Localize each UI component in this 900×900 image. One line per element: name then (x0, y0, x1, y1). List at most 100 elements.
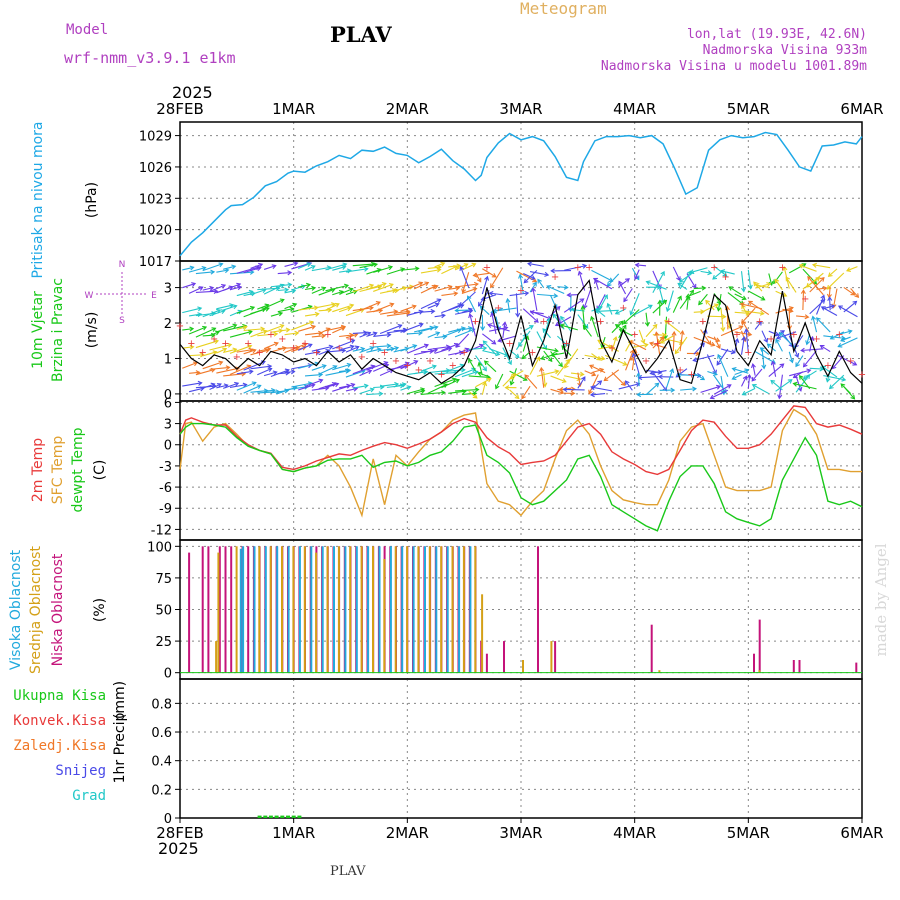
wind-arrowhead (577, 270, 583, 276)
wind-arrowhead (744, 368, 750, 374)
cloud-bar (481, 594, 484, 673)
wind-arrowhead (367, 369, 373, 375)
wind-arrow (629, 340, 647, 351)
wind-arrowhead (429, 348, 435, 354)
wind-arrow (420, 326, 438, 332)
wind-arrow (611, 336, 617, 352)
wind-arrowhead (563, 284, 569, 290)
wind-arrowhead (841, 376, 847, 382)
wind-arrowhead (741, 336, 747, 342)
wind-arrow (229, 310, 242, 317)
station-title: PLAV (330, 22, 392, 47)
wind-arrowhead (306, 262, 312, 268)
wind-arrowhead (579, 298, 585, 303)
wind-arrowhead (660, 339, 666, 344)
wind-arrow (799, 264, 817, 272)
wind-arrowhead (275, 285, 281, 291)
wind-arrow (509, 292, 529, 297)
wind-arrow (304, 351, 320, 355)
gust-marker: + (812, 334, 820, 345)
wind-arrowhead (344, 283, 350, 289)
wind-arrow (441, 379, 460, 389)
wind-arrow (560, 324, 578, 331)
gust-marker: + (699, 316, 707, 327)
wind-arrowhead (433, 284, 439, 290)
wind-arrow (707, 315, 726, 318)
wind-arrow (257, 348, 271, 352)
wind-arrowhead (570, 390, 576, 396)
wind-arrowhead (420, 389, 426, 394)
wind-arrow (454, 348, 469, 355)
gust-marker: + (437, 370, 445, 381)
wind-arrowhead (478, 301, 483, 307)
wind-arrowhead (466, 295, 472, 301)
wind-arrow (832, 288, 838, 308)
wind-arrow (400, 285, 414, 290)
gust-marker: + (176, 321, 184, 332)
wind-arrowhead (418, 322, 424, 328)
wind-arrow (812, 316, 818, 333)
wind-arrowhead (629, 310, 635, 316)
wind-arrow (850, 288, 859, 298)
wind-arrowhead (716, 384, 722, 390)
wind-arrow (434, 335, 447, 339)
cloud-bar (337, 546, 340, 673)
wind-arrow (823, 305, 835, 310)
wind-arrowhead (191, 282, 197, 287)
wind-arrowhead (260, 326, 266, 332)
temperature-panel: -12 -9 -6 -3 0 3 6 (151, 396, 863, 541)
precip-bar (297, 815, 302, 818)
wind-arrow (563, 388, 585, 391)
cloud-bar (281, 546, 283, 673)
wind-arrowhead (622, 361, 628, 366)
wind-arrowhead (625, 278, 630, 283)
wind-arrowhead (442, 383, 448, 388)
wind-arrow (829, 374, 845, 389)
wind-arrowhead (657, 299, 663, 305)
wind-unit: (m/s) (84, 312, 100, 349)
wind-arrow (359, 388, 374, 395)
wind-arrow (277, 329, 290, 332)
wind-arrow (540, 367, 545, 388)
wind-arrow (838, 305, 858, 318)
wind-arrow (332, 290, 344, 296)
wind-arrowhead (677, 282, 683, 288)
wind-arrowhead (472, 287, 478, 292)
bottom-time-tick: 3MAR (499, 824, 542, 842)
ytick-label: 0 (164, 667, 172, 682)
ytick-label: 25 (155, 635, 172, 650)
wind-arrowhead (644, 321, 650, 327)
wind-arrow (591, 386, 613, 392)
wind-arrowhead (279, 283, 285, 289)
wind-arrow (498, 335, 517, 342)
gust-marker: + (312, 347, 320, 358)
wind-arrow (828, 286, 831, 298)
cloud-bar (217, 552, 220, 673)
gust-marker: + (528, 347, 536, 358)
wind-arrow (772, 361, 777, 377)
wind-arrow (809, 367, 824, 370)
wind-arrowhead (530, 275, 536, 280)
wind-arrowhead (828, 384, 834, 390)
top-time-tick: 2MAR (386, 100, 429, 118)
wind-arrowhead (742, 375, 748, 381)
wind-arrowhead (521, 354, 527, 360)
wind-arrowhead (458, 350, 464, 356)
wind-arrow (529, 282, 537, 293)
wind-arrow (560, 316, 572, 332)
wind-arrow (338, 307, 351, 313)
wind-arrowhead (509, 380, 515, 386)
wind-arrow (706, 354, 717, 374)
ytick-label: 1020 (139, 224, 172, 239)
wind-arrow (652, 270, 662, 289)
wind-arrow (710, 389, 729, 399)
gust-marker: + (540, 316, 548, 327)
wind-arrowhead (563, 341, 569, 347)
wind-arrowhead (553, 293, 559, 299)
wind-arrow (638, 329, 645, 344)
wind-arrow (523, 270, 538, 284)
wind-arrow (414, 390, 425, 394)
wind-arrow (664, 320, 681, 333)
wind-arrow (700, 270, 712, 274)
mid-cloud-ylabel: Srednja Oblacnost (28, 546, 44, 674)
